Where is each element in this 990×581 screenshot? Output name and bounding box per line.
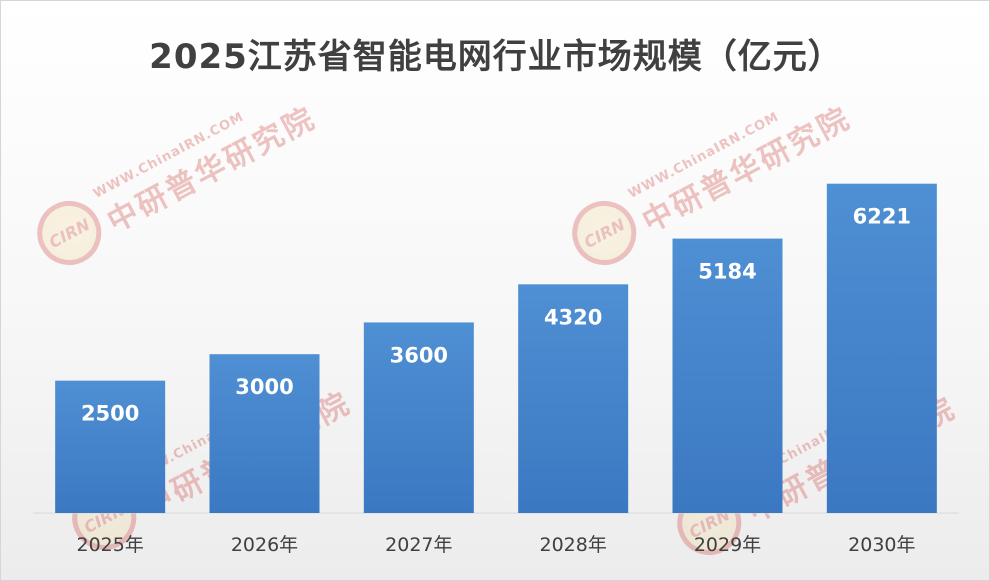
data-label-2029年: 5184 — [698, 260, 756, 284]
x-tick-label-2029年: 2029年 — [694, 534, 761, 556]
data-label-2030年: 6221 — [853, 205, 911, 229]
data-label-2026年: 3000 — [235, 375, 293, 399]
bar-2029年 — [672, 238, 783, 513]
data-label-2028年: 4320 — [544, 305, 602, 329]
x-tick-label-2026年: 2026年 — [231, 534, 298, 556]
bar-2028年 — [518, 284, 629, 513]
bar-2030年 — [826, 183, 937, 514]
data-label-2025年: 2500 — [81, 402, 139, 426]
bar-2025年 — [55, 380, 166, 513]
bar-2027年 — [363, 322, 474, 513]
x-tick-label-2028年: 2028年 — [539, 534, 606, 556]
bar-2026年 — [209, 354, 320, 513]
chart-title: 2025江苏省智能电网行业市场规模（亿元） — [149, 37, 843, 77]
x-tick-label-2027年: 2027年 — [385, 534, 452, 556]
data-label-2027年: 3600 — [390, 343, 448, 367]
x-tick-label-2025年: 2025年 — [76, 534, 143, 556]
x-tick-label-2030年: 2030年 — [848, 534, 915, 556]
